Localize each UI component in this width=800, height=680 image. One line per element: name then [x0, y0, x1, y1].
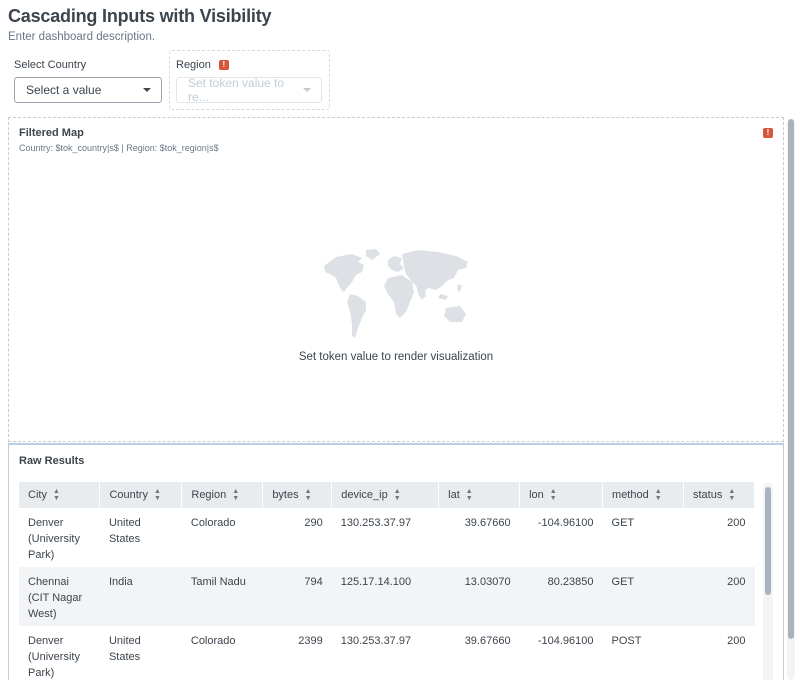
cell-lon: -104.96100	[537, 517, 594, 529]
column-header-lon[interactable]: lon ▲ ▼	[519, 482, 604, 508]
dashboard-description: Enter dashboard description.	[8, 31, 156, 43]
raw-results-panel: Raw Results City ▲ ▼ Country ▲ ▼ Region ▲ ▼ by…	[8, 443, 784, 680]
cell-lat: 13.03070	[438, 567, 520, 626]
map-placeholder: Set token value to render visualization	[9, 248, 783, 363]
column-header-lat[interactable]: lat ▲ ▼	[438, 482, 521, 508]
cell-lon: -104.96100	[537, 635, 594, 647]
sort-icon: ▲ ▼	[728, 488, 736, 502]
column-header-bytes[interactable]: bytes ▲ ▼	[262, 482, 333, 508]
results-table: City ▲ ▼ Country ▲ ▼ Region ▲ ▼ bytes ▲ ▼ device…	[19, 482, 756, 680]
chevron-down-icon	[143, 88, 151, 92]
filtered-map-panel: Filtered Map Country: $tok_country|s$ | …	[8, 117, 784, 442]
cell-device-ip: 125.17.14.100	[331, 567, 439, 626]
country-dropdown[interactable]: Select a value	[14, 77, 162, 103]
sort-icon: ▲ ▼	[304, 488, 312, 502]
table-header-row: City ▲ ▼ Country ▲ ▼ Region ▲ ▼ bytes ▲ ▼ device…	[19, 482, 756, 508]
column-header-city[interactable]: City ▲ ▼	[19, 482, 101, 508]
page-scrollbar[interactable]	[787, 119, 795, 680]
region-dropdown[interactable]: Set token value to re...	[176, 76, 322, 104]
sort-icon: ▲ ▼	[232, 488, 240, 502]
raw-panel-title: Raw Results	[19, 455, 85, 467]
country-dropdown-value: Select a value	[26, 83, 102, 97]
cell-device-ip: 130.253.37.97	[340, 517, 412, 529]
cell-status: 200	[727, 517, 746, 529]
region-dropdown-value: Set token value to re...	[188, 76, 285, 104]
table-scrollbar-thumb[interactable]	[765, 487, 771, 595]
cell-device-ip: 130.253.37.97	[340, 635, 412, 647]
map-panel-title: Filtered Map	[19, 127, 84, 139]
cell-region: Colorado	[190, 517, 236, 529]
cell-bytes: 794	[262, 567, 332, 626]
table-scrollbar[interactable]	[763, 483, 773, 680]
cell-lon: 80.23850	[519, 567, 603, 626]
region-label-row: Region !	[176, 59, 323, 71]
error-icon[interactable]: !	[218, 60, 229, 70]
page-scrollbar-thumb[interactable]	[788, 119, 794, 639]
map-message: Set token value to render visualization	[298, 351, 494, 363]
country-input: Select Country Select a value	[14, 59, 162, 103]
sort-icon: ▲ ▼	[549, 488, 557, 502]
cell-bytes: 2399	[298, 635, 323, 647]
dashboard-title: Cascading Inputs with Visibility	[8, 6, 272, 26]
cell-city: Chennai (CIT Nagar West)	[19, 567, 100, 626]
cell-region: Tamil Nadu	[181, 567, 263, 626]
cell-region: Colorado	[190, 635, 236, 647]
cell-method: GET	[611, 517, 635, 529]
cell-method: POST	[611, 635, 642, 647]
sort-icon: ▲ ▼	[153, 488, 161, 502]
region-input: Region ! Set token value to re...	[169, 50, 330, 110]
table-row: Chennai (CIT Nagar West) India Tamil Nadu …	[19, 567, 755, 626]
cell-country: United States	[108, 635, 141, 663]
cell-method: GET	[602, 567, 684, 626]
cell-lat: 39.67660	[464, 635, 511, 647]
column-header-region[interactable]: Region ▲ ▼	[181, 482, 264, 508]
sort-icon: ▲ ▼	[393, 488, 401, 502]
world-map-icon	[324, 249, 468, 338]
cell-city: Denver (University Park)	[28, 517, 80, 561]
map-panel-subtitle: Country: $tok_country|s$ | Region: $tok_…	[19, 143, 219, 153]
cell-lat: 39.67660	[464, 517, 511, 529]
column-header-country[interactable]: Country ▲ ▼	[99, 482, 183, 508]
table-row: Denver (University Park) United States Colo…	[19, 508, 755, 567]
cell-status: 200	[727, 635, 746, 647]
column-header-device-ip[interactable]: device_ip ▲ ▼	[331, 482, 440, 508]
chevron-down-icon	[303, 88, 311, 92]
sort-icon: ▲ ▼	[52, 488, 60, 502]
cell-bytes: 290	[304, 517, 323, 529]
column-header-status[interactable]: status ▲ ▼	[683, 482, 756, 508]
cell-country: United States	[108, 517, 141, 545]
cell-status: 200	[683, 567, 755, 626]
sort-icon: ▲ ▼	[654, 488, 662, 502]
column-header-method[interactable]: method ▲ ▼	[602, 482, 684, 508]
country-label: Select Country	[14, 59, 87, 71]
cell-country: India	[99, 567, 182, 626]
map-panel-header: Filtered Map Country: $tok_country|s$ | …	[19, 127, 219, 153]
sort-icon: ▲ ▼	[465, 488, 473, 502]
dashboard-header: Cascading Inputs with Visibility Enter d…	[8, 6, 272, 43]
table-row: Denver (University Park) United States Colo…	[19, 626, 755, 680]
region-label: Region	[176, 59, 211, 71]
error-icon[interactable]: !	[763, 128, 773, 138]
cell-city: Denver (University Park)	[28, 635, 80, 679]
